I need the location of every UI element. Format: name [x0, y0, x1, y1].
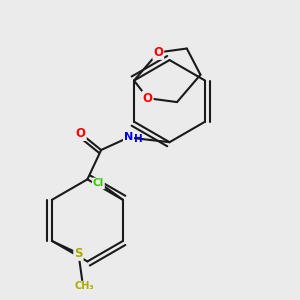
Text: N: N — [124, 133, 133, 142]
Text: O: O — [143, 92, 153, 105]
Text: Cl: Cl — [93, 178, 104, 188]
Text: CH₃: CH₃ — [74, 281, 94, 291]
Text: O: O — [76, 127, 86, 140]
Text: O: O — [153, 46, 163, 59]
Text: S: S — [74, 247, 83, 260]
Text: H: H — [134, 134, 142, 144]
